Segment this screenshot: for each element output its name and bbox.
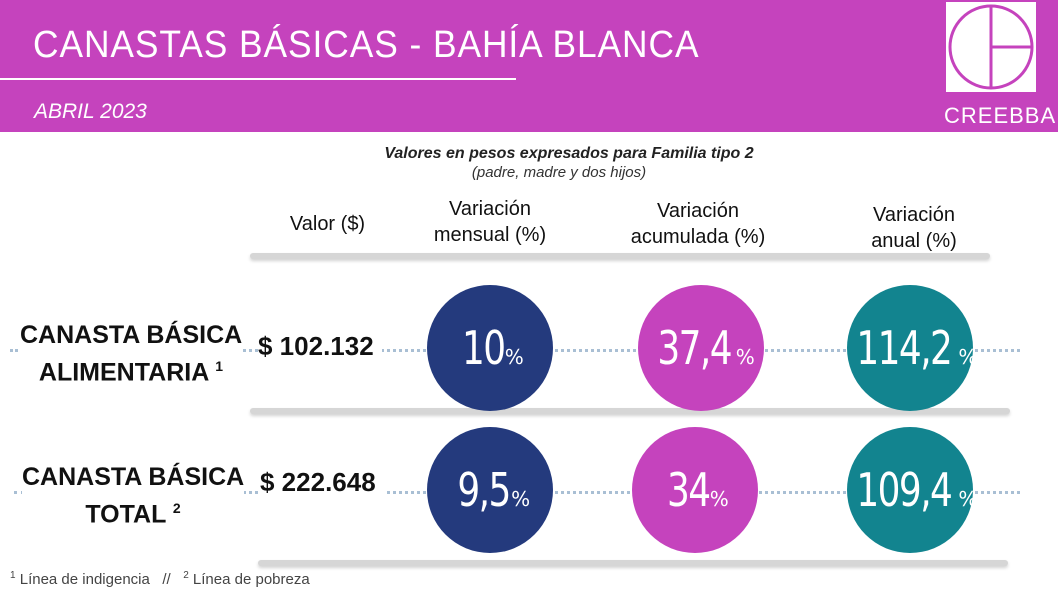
footnote-text-2: Línea de pobreza bbox=[188, 571, 310, 588]
header-divider bbox=[250, 253, 990, 259]
bottom-divider bbox=[258, 560, 1008, 566]
report-date: ABRIL 2023 bbox=[34, 100, 147, 123]
row1-mensual-pct: % bbox=[504, 345, 524, 369]
creebba-logo-icon bbox=[946, 2, 1036, 92]
header-banner: CANASTAS BÁSICAS - BAHÍA BLANCA ABRIL 20… bbox=[0, 0, 1058, 132]
row1-label-line2: ALIMENTARIA bbox=[38, 358, 209, 387]
title-underline bbox=[0, 78, 516, 80]
row2-acumulada-pct: % bbox=[709, 487, 729, 511]
row-divider bbox=[250, 408, 1010, 414]
col-header-anual-line1: Variación bbox=[873, 204, 955, 226]
row2-acumulada-circle: 34% bbox=[632, 427, 758, 553]
footnote-mark-2: 2 bbox=[183, 570, 189, 581]
col-header-valor-label: Valor ($) bbox=[289, 213, 366, 235]
col-header-anual-line2: anual (%) bbox=[871, 230, 957, 252]
col-header-valor: Valor ($) bbox=[270, 211, 385, 237]
row2-footnote-mark: 2 bbox=[172, 500, 181, 516]
row2-anual-pct: % bbox=[958, 487, 978, 511]
row2-mensual-circle: 9,5% bbox=[427, 427, 553, 553]
row1-mensual-circle: 10% bbox=[427, 285, 553, 411]
row1-label-line1: CANASTA BÁSICA bbox=[20, 321, 243, 349]
col-header-anual: Variación anual (%) bbox=[834, 202, 994, 254]
row2-anual-circle: 109,4% bbox=[847, 427, 977, 553]
row2-label-line1: CANASTA BÁSICA bbox=[22, 463, 245, 491]
row1-label: CANASTA BÁSICA ALIMENTARIA 1 bbox=[20, 320, 243, 389]
row1-acumulada-value: 37,4 bbox=[657, 321, 733, 375]
row1-valor: $ 102.132 bbox=[258, 331, 382, 362]
row2-anual-value: 109,4 bbox=[856, 463, 952, 517]
footnote-text-1: Línea de indigencia // bbox=[15, 571, 184, 588]
col-header-mensual: Variación mensual (%) bbox=[410, 196, 570, 248]
row1-footnote-mark: 1 bbox=[215, 358, 224, 374]
col-header-acumulada-line2: acumulada (%) bbox=[630, 226, 766, 248]
footnote: 1 Línea de indigencia // 2 Línea de pobr… bbox=[10, 570, 310, 588]
logo-text: CREEBBA bbox=[944, 103, 1057, 128]
page-title: CANASTAS BÁSICAS - BAHÍA BLANCA bbox=[33, 24, 700, 66]
col-header-mensual-line2: mensual (%) bbox=[433, 224, 547, 246]
row1-acumulada-circle: 37,4% bbox=[638, 285, 764, 411]
row2-mensual-pct: % bbox=[511, 487, 531, 511]
row2-label-line2: TOTAL bbox=[85, 500, 166, 529]
footnote-mark-1: 1 bbox=[10, 570, 16, 581]
subtitle-note: (padre, madre y dos hijos) bbox=[471, 164, 647, 181]
col-header-acumulada-line1: Variación bbox=[657, 200, 739, 222]
row2-label: CANASTA BÁSICA TOTAL 2 bbox=[22, 462, 245, 531]
row2-acumulada-value: 34 bbox=[667, 463, 711, 517]
row1-anual-value: 114,2 bbox=[856, 321, 952, 375]
row1-mensual-value: 10 bbox=[462, 321, 506, 375]
col-header-mensual-line1: Variación bbox=[449, 198, 531, 220]
row2-mensual-value: 9,5 bbox=[457, 463, 511, 517]
row1-acumulada-pct: % bbox=[735, 345, 755, 369]
row1-anual-pct: % bbox=[958, 345, 978, 369]
row2-valor: $ 222.648 bbox=[260, 467, 384, 498]
subtitle: Valores en pesos expresados para Familia… bbox=[384, 145, 754, 162]
col-header-acumulada: Variación acumulada (%) bbox=[608, 198, 788, 250]
row1-anual-circle: 114,2% bbox=[847, 285, 977, 411]
